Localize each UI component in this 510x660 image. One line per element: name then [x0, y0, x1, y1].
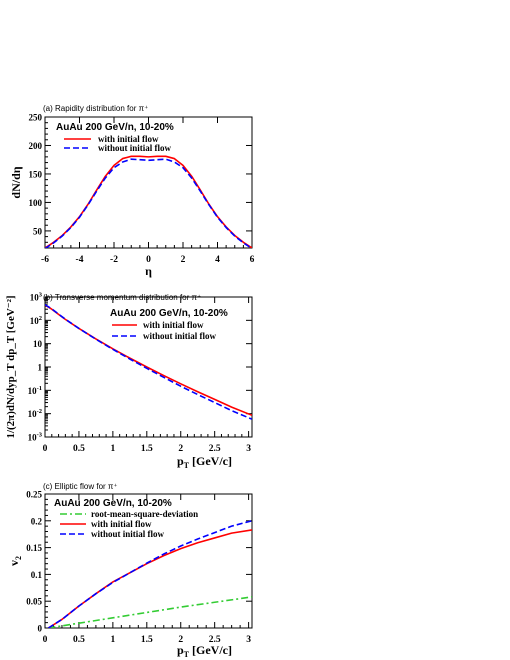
y-tick-label: 0.2	[31, 516, 43, 526]
y-axis-label: 1/(2π)dN/dyp_T dp_T [GeV⁻²]	[5, 295, 17, 438]
x-axis-label: pT [GeV/c]	[177, 454, 232, 470]
series-line-0	[45, 155, 252, 248]
y-tick-label: 1	[38, 363, 43, 373]
y-axis-label: v2	[7, 556, 23, 566]
series-line-1	[47, 529, 252, 628]
chart-panel-0: (a) Rapidity distribution for π⁺ -6 -4 -2 0 2…	[9, 104, 255, 278]
y-tick-label: 0.1	[31, 570, 43, 580]
legend-header: AuAu 200 GeV/n, 10-20%	[56, 122, 174, 133]
x-tick-label: 0	[146, 255, 151, 265]
x-tick-label: -2	[110, 255, 118, 265]
x-tick-label: 2	[178, 635, 183, 645]
plot-frame	[44, 493, 253, 629]
x-tick-label: 2.5	[209, 635, 221, 645]
chart-panel-1: (b) Transverse momentum distribution for…	[5, 292, 253, 470]
x-tick-label: 2	[178, 444, 183, 454]
y-tick-label: 10	[33, 339, 43, 349]
y-tick-label: 102	[30, 315, 42, 326]
series-line-2	[47, 520, 252, 628]
y-tick-label: 0.05	[26, 597, 42, 607]
x-tick-label: 1	[110, 635, 115, 645]
x-axis-label: pT [GeV/c]	[177, 643, 232, 659]
x-tick-label: 3	[246, 444, 251, 454]
y-axis-label: dN/dη	[9, 166, 23, 198]
legend-entry-1: with initial flow	[91, 519, 152, 529]
y-tick-label: 50	[33, 226, 43, 236]
x-axis-label: η	[145, 264, 152, 278]
legend-header: AuAu 200 GeV/n, 10-20%	[110, 308, 228, 319]
legend-entry-2: without initial flow	[91, 529, 165, 539]
y-tick-label: 10-1	[28, 385, 42, 396]
y-tick-label: 0	[38, 624, 43, 634]
x-tick-label: 3	[246, 635, 251, 645]
y-tick-label: 250	[29, 113, 43, 123]
series-line-1	[45, 158, 252, 248]
y-tick-label: 200	[29, 141, 43, 151]
series-line-0	[48, 596, 252, 628]
x-tick-label: 0.5	[73, 444, 85, 454]
y-tick-label: 100	[29, 198, 43, 208]
legend-entry-0: with initial flow	[143, 320, 204, 330]
x-tick-label: 0	[43, 444, 48, 454]
x-tick-label: 6	[250, 255, 255, 265]
y-tick-label: 150	[29, 169, 43, 179]
x-tick-label: 0	[43, 635, 48, 645]
legend-entry-0: with initial flow	[98, 134, 159, 144]
chart-title: (c) Elliptic flow for π⁺	[43, 482, 118, 491]
legend-entry-0: root-mean-square-deviation	[91, 509, 198, 519]
x-tick-label: 2	[181, 255, 186, 265]
x-tick-label: 2.5	[209, 444, 221, 454]
legend-entry-1: without initial flow	[143, 331, 217, 341]
chart-panel-2: (c) Elliptic flow for π⁺ 0 0.5 1 1.5 2 2.5 3 0 0.…	[7, 482, 253, 659]
x-tick-label: 4	[215, 255, 220, 265]
y-tick-label: 0.25	[26, 490, 42, 500]
series-line-1	[45, 303, 252, 420]
legend-header: AuAu 200 GeV/n, 10-20%	[54, 498, 172, 509]
chart-title: (a) Rapidity distribution for π⁺	[43, 104, 148, 113]
x-tick-label: 1.5	[141, 635, 153, 645]
y-tick-label: 103	[30, 292, 43, 303]
x-tick-label: 0.5	[73, 635, 85, 645]
x-tick-label: -4	[76, 255, 84, 265]
x-tick-label: -6	[41, 255, 49, 265]
x-tick-label: 1	[110, 444, 115, 454]
legend-entry-1: without initial flow	[98, 143, 172, 153]
y-tick-label: 10-2	[28, 408, 42, 419]
y-tick-label: 0.15	[26, 543, 42, 553]
x-tick-label: 1.5	[141, 444, 153, 454]
y-tick-label: 10-3	[28, 432, 43, 443]
